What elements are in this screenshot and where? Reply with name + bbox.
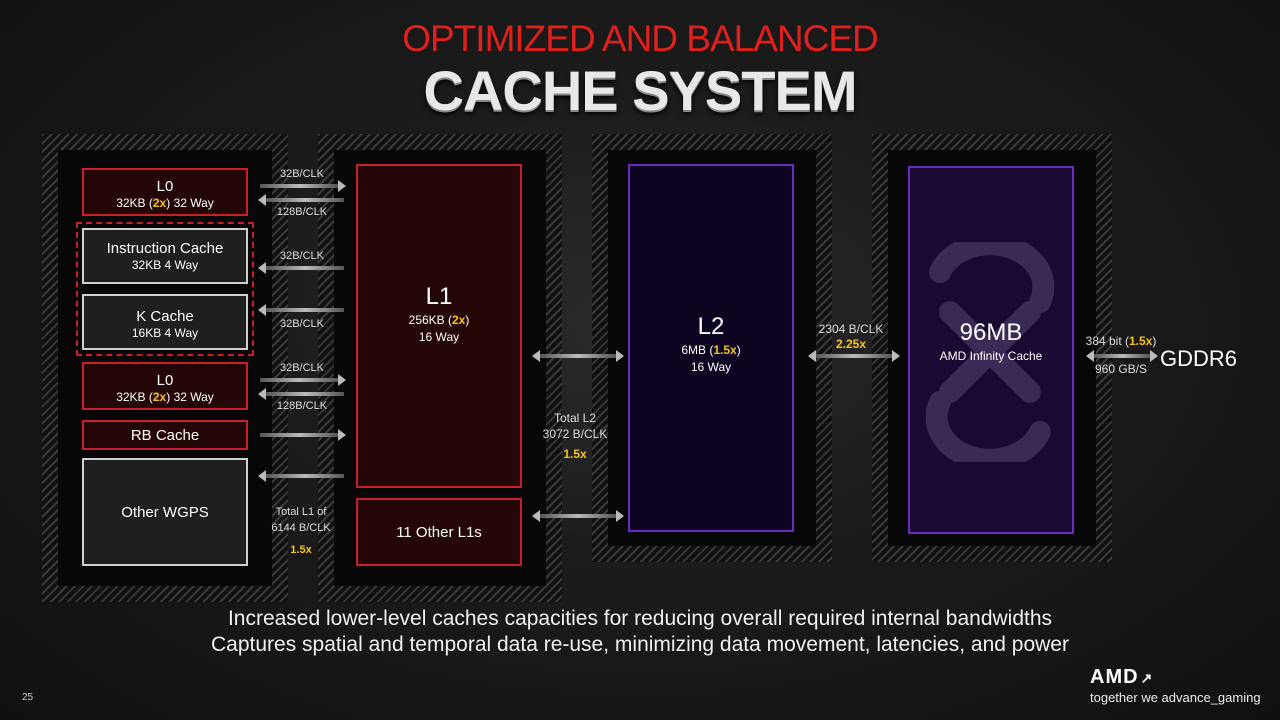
arrow-rb-cache: [260, 429, 346, 441]
total-l1-label: Total L1 of 6144 B/CLK 1.5x: [258, 504, 344, 558]
l2-box: L2 6MB (1.5x) 16 Way: [628, 164, 794, 532]
mem-bw: 960 GB/S: [1094, 362, 1148, 376]
instruction-cache-box: Instruction Cache 32KB 4 Way: [82, 228, 248, 284]
arrow-l0-bottom-in: [258, 388, 344, 400]
k-cache-detail: 16KB 4 Way: [131, 326, 199, 340]
footer-line2: Captures spatial and temporal data re-us…: [211, 633, 1069, 656]
l1-detail: 256KB (2x): [408, 313, 470, 327]
l2-ic-bw: 2304 B/CLK: [818, 322, 884, 336]
l1-name: L1: [425, 283, 453, 310]
k-cache-box: K Cache 16KB 4 Way: [82, 294, 248, 350]
l0-bottom-name: L0: [156, 372, 174, 389]
bw-l0-bottom-a: 32B/CLK: [279, 362, 325, 374]
l2-ic-label: 2304 B/CLK 2.25x: [806, 322, 896, 352]
total-l1-b: 6144 B/CLK: [271, 522, 331, 534]
infinity-loop-icon: [925, 242, 1055, 462]
instruction-cache-detail: 32KB 4 Way: [131, 258, 199, 272]
arrow-infinity-memory: [1086, 350, 1158, 362]
l2-ic-mult: 2.25x: [835, 337, 867, 351]
total-l1-mult: 1.5x: [290, 544, 312, 556]
bw-kcache: 32B/CLK: [279, 318, 325, 330]
gddr6-label: GDDR6: [1160, 346, 1238, 371]
total-l2-a: Total L2: [553, 411, 597, 425]
other-wgps-box: Other WGPS: [82, 458, 248, 566]
l1-box: L1 256KB (2x) 16 Way: [356, 164, 522, 488]
amd-logo: AMD ↗: [1090, 666, 1154, 688]
bw-l0-top-b: 128B/CLK: [276, 206, 328, 218]
arrow-l2-infinity: [808, 350, 900, 362]
rb-cache-name: RB Cache: [130, 427, 200, 444]
brand-tagline: together we advance_gaming: [1090, 690, 1261, 705]
total-l1-a: Total L1 of: [275, 506, 327, 518]
rb-cache-box: RB Cache: [82, 420, 248, 450]
other-l1s-box: 11 Other L1s: [356, 498, 522, 566]
total-l2-b: 3072 B/CLK: [542, 427, 608, 441]
l2-ways: 16 Way: [690, 360, 732, 374]
other-l1s-name: 11 Other L1s: [396, 524, 482, 541]
total-l2-label: Total L2 3072 B/CLK 1.5x: [530, 410, 620, 462]
arrow-l0-top-out: [260, 180, 346, 192]
l2-detail: 6MB (1.5x): [681, 343, 741, 357]
instruction-cache-name: Instruction Cache: [106, 240, 224, 257]
l0-top-box: L0 32KB (2x) 32 Way: [82, 168, 248, 216]
arrow-other-wgps: [258, 470, 344, 482]
title-line2: CACHE SYSTEM: [423, 59, 858, 122]
arrow-l0-top-in: [258, 194, 344, 206]
page-number: 25: [22, 692, 34, 703]
l0-bottom-detail: 32KB (2x) 32 Way: [116, 390, 214, 404]
arrow-icache: [258, 262, 344, 274]
infinity-cache-box: 96MB AMD Infinity Cache: [908, 166, 1074, 534]
title-line1: OPTIMIZED AND BALANCED: [402, 18, 879, 59]
arrow-other-l1-l2: [532, 510, 624, 522]
bw-l0-bottom-b: 128B/CLK: [276, 400, 328, 412]
arrow-kcache: [258, 304, 344, 316]
infinity-cache-size: 96MB: [959, 319, 1023, 346]
other-wgps-name: Other WGPS: [121, 504, 209, 521]
bw-l0-top-a: 32B/CLK: [279, 168, 325, 180]
l2-name: L2: [697, 313, 725, 340]
k-cache-name: K Cache: [136, 308, 194, 325]
l0-bottom-box: L0 32KB (2x) 32 Way: [82, 362, 248, 410]
frontend-group: [76, 222, 254, 356]
l1-ways: 16 Way: [418, 330, 460, 344]
infinity-cache-name: AMD Infinity Cache: [939, 349, 1043, 363]
bw-icache: 32B/CLK: [279, 250, 325, 262]
total-l2-mult: 1.5x: [563, 447, 587, 461]
l0-top-detail: 32KB (2x) 32 Way: [116, 196, 214, 210]
mem-bus-label: 384 bit (1.5x): [1085, 334, 1157, 348]
arrow-l1-l2: [532, 350, 624, 362]
arrow-l0-bottom-out: [260, 374, 346, 386]
footer-line1: Increased lower-level caches capacities …: [227, 607, 1053, 630]
l0-top-name: L0: [156, 178, 174, 195]
